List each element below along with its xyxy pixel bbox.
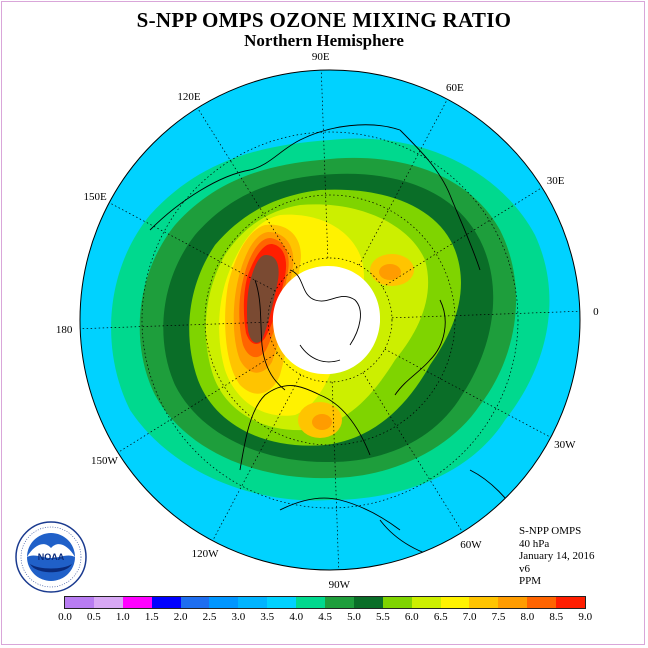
colorbar-swatch xyxy=(93,597,123,608)
meridian-line xyxy=(384,348,551,438)
longitude-labels: 90E 60E 30E 0 30W 60W 90W 120W 150W 180 150E 120E xyxy=(56,51,599,591)
colorbar-swatch xyxy=(353,597,383,608)
colorbar-tick-label: 4.5 xyxy=(318,611,332,623)
meridian-line xyxy=(197,107,298,268)
contour-7.0-america xyxy=(312,414,332,430)
noaa-logo: NOAA xyxy=(15,521,87,593)
meridian-line xyxy=(331,381,340,570)
colorbar-tick-label: 5.5 xyxy=(376,611,390,623)
longitude-label: 60E xyxy=(446,82,464,94)
info-block: S-NPP OMPS 40 hPa January 14, 2016 v6 PP… xyxy=(519,525,594,588)
contour-8.5 xyxy=(247,254,279,343)
colorbar-tick-label: 0.5 xyxy=(87,611,101,623)
meridians xyxy=(80,70,580,570)
colorbar-tick-label: 2.5 xyxy=(202,611,217,623)
meridian-line xyxy=(117,352,278,453)
longitude-label: 150W xyxy=(91,455,119,467)
colorbar-swatch xyxy=(411,597,441,608)
meridian-line xyxy=(320,70,329,259)
colorbar-swatch xyxy=(180,597,210,608)
coastlines xyxy=(149,124,521,561)
colorbar-tick-label: 1.0 xyxy=(115,611,130,623)
meridian-line xyxy=(382,187,543,288)
longitude-label: 60W xyxy=(460,539,482,551)
colorbar-swatch xyxy=(122,597,152,608)
longitude-label: 30E xyxy=(547,175,565,187)
colorbar-tick-label: 1.5 xyxy=(144,611,159,623)
meridian-line xyxy=(80,321,269,330)
colorbar-swatch xyxy=(498,597,528,608)
colorbar-tick-label: 7.0 xyxy=(462,611,477,623)
info-units: PPM xyxy=(519,575,542,587)
info-pressure-level: 40 hPa xyxy=(519,537,550,550)
colorbar-tick-label: 3.5 xyxy=(260,611,275,623)
colorbar-tick-label: 2.0 xyxy=(173,611,188,623)
colorbar-swatch xyxy=(325,597,354,608)
longitude-label: 150E xyxy=(84,191,108,203)
colorbar-tick-label: 7.5 xyxy=(491,611,506,623)
colorbar-tick-label: 8.5 xyxy=(549,611,564,623)
colorbar-swatch xyxy=(267,597,297,608)
longitude-label: 120E xyxy=(177,91,201,103)
colorbar-swatch xyxy=(556,597,586,608)
longitude-label: 90E xyxy=(312,51,330,63)
colorbar-tick-label: 3.0 xyxy=(231,611,246,623)
contour-7.0-east xyxy=(379,264,401,280)
ozone-field xyxy=(80,70,580,570)
polar-night-no-data xyxy=(272,266,381,375)
graticule xyxy=(141,131,519,509)
meridian-line xyxy=(212,374,302,541)
info-version: v6 xyxy=(519,562,530,575)
colorbar xyxy=(64,596,587,609)
longitude-label: 180 xyxy=(56,324,73,336)
colorbar-swatch xyxy=(151,597,181,608)
colorbar-swatch xyxy=(382,597,412,608)
colorbar-swatch xyxy=(440,597,470,608)
colorbar-swatch xyxy=(238,597,268,608)
meridian-line xyxy=(358,99,448,266)
colorbar-tick-label: 0.0 xyxy=(58,611,72,623)
noaa-logo-text: NOAA xyxy=(38,552,65,562)
colorbar-tick-label: 8.0 xyxy=(520,611,535,623)
colorbar-tick-label: 5.0 xyxy=(347,611,361,623)
meridian-line xyxy=(109,202,276,292)
longitude-label: 90W xyxy=(329,579,351,591)
colorbar-swatch xyxy=(469,597,499,608)
longitude-label: 30W xyxy=(554,439,576,451)
colorbar-tick-label: 9.0 xyxy=(578,611,593,623)
map-subtitle: Northern Hemisphere xyxy=(244,31,404,50)
colorbar-tick-label: 4.0 xyxy=(289,611,304,623)
longitude-label: 120W xyxy=(192,548,220,560)
map-border xyxy=(79,69,581,571)
meridian-line xyxy=(362,372,463,533)
map-title: S-NPP OMPS OZONE MIXING RATIO xyxy=(136,8,512,32)
meridian-line xyxy=(391,310,580,319)
colorbar-tick-label: 6.5 xyxy=(433,611,448,623)
info-instrument: S-NPP OMPS xyxy=(519,525,582,537)
colorbar-swatch xyxy=(296,597,326,608)
longitude-label: 0 xyxy=(593,306,599,318)
colorbar-tick-label: 6.0 xyxy=(404,611,419,623)
info-date: January 14, 2016 xyxy=(519,550,595,562)
colorbar-swatch xyxy=(65,597,94,608)
colorbar-swatch xyxy=(209,597,239,608)
colorbar-swatch xyxy=(527,597,557,608)
